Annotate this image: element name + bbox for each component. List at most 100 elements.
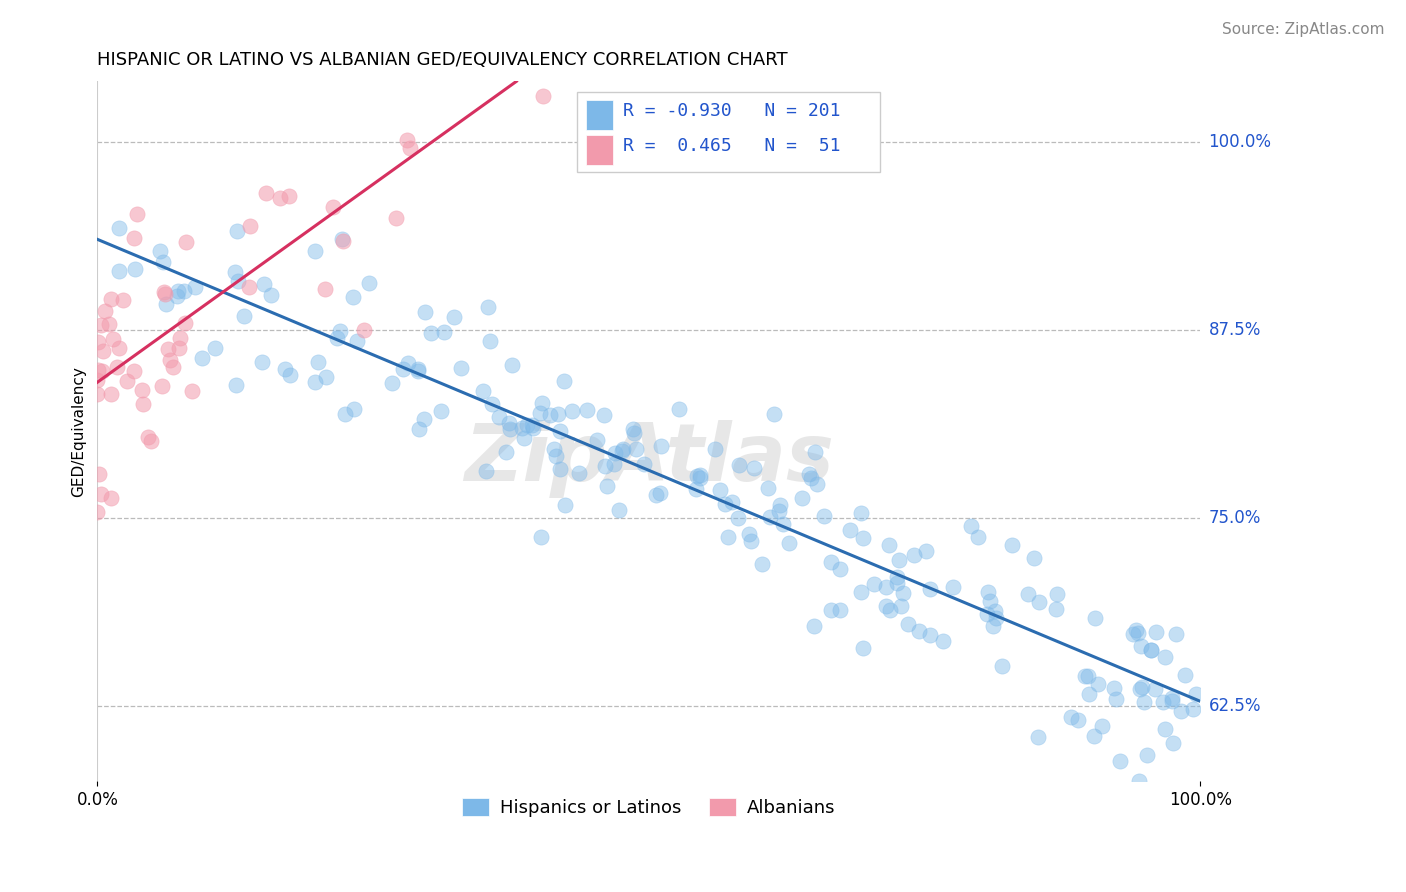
- Point: [769, 498, 792, 512]
- Point: [1083, 611, 1105, 625]
- Point: [274, 362, 297, 376]
- Point: [225, 377, 247, 392]
- Point: [976, 607, 998, 622]
- Point: [115, 374, 138, 388]
- Point: [157, 342, 180, 356]
- Point: [488, 410, 510, 425]
- Point: [1161, 691, 1184, 706]
- Point: [86, 372, 108, 386]
- Point: [1060, 710, 1083, 724]
- Point: [1067, 713, 1090, 727]
- Point: [1153, 722, 1175, 736]
- Point: [1026, 731, 1049, 745]
- Text: ZipAtlas: ZipAtlas: [464, 420, 834, 498]
- Point: [174, 316, 197, 330]
- Point: [728, 458, 751, 472]
- Point: [332, 234, 354, 248]
- Point: [141, 434, 163, 448]
- Point: [918, 627, 941, 641]
- Point: [124, 262, 146, 277]
- Point: [406, 361, 429, 376]
- Point: [1154, 649, 1177, 664]
- Point: [1132, 695, 1154, 709]
- Point: [87, 362, 110, 376]
- Point: [758, 510, 780, 524]
- Point: [887, 552, 910, 566]
- Point: [477, 301, 499, 315]
- Text: 100.0%: 100.0%: [1209, 133, 1271, 151]
- Point: [499, 422, 522, 436]
- Text: 75.0%: 75.0%: [1209, 508, 1261, 526]
- Point: [553, 374, 575, 388]
- Text: Source: ZipAtlas.com: Source: ZipAtlas.com: [1222, 22, 1385, 37]
- Point: [131, 383, 153, 397]
- Point: [714, 497, 737, 511]
- Point: [149, 244, 172, 259]
- Point: [548, 462, 571, 476]
- Point: [495, 444, 517, 458]
- Point: [593, 458, 616, 473]
- Point: [90, 318, 112, 332]
- Point: [1078, 687, 1101, 701]
- Point: [685, 483, 707, 497]
- Point: [932, 634, 955, 648]
- Point: [399, 141, 422, 155]
- Point: [803, 618, 825, 632]
- Point: [1129, 640, 1152, 654]
- Point: [820, 603, 842, 617]
- Point: [1017, 587, 1039, 601]
- Point: [762, 407, 785, 421]
- Point: [804, 445, 827, 459]
- Point: [112, 293, 135, 307]
- Point: [1135, 747, 1157, 762]
- Point: [1128, 774, 1150, 789]
- Point: [531, 89, 554, 103]
- Point: [481, 397, 503, 411]
- Point: [159, 353, 181, 368]
- Point: [395, 133, 418, 147]
- Point: [204, 341, 226, 355]
- Point: [875, 580, 897, 594]
- Point: [125, 207, 148, 221]
- Point: [852, 531, 875, 545]
- Point: [645, 488, 668, 502]
- Point: [1074, 669, 1097, 683]
- Point: [742, 461, 765, 475]
- Point: [169, 330, 191, 344]
- Point: [90, 486, 112, 500]
- Point: [806, 477, 828, 491]
- Point: [648, 485, 671, 500]
- Point: [529, 530, 551, 544]
- Point: [101, 332, 124, 346]
- Point: [498, 416, 520, 430]
- Point: [1163, 736, 1185, 750]
- Point: [538, 408, 561, 422]
- Point: [576, 402, 599, 417]
- Point: [603, 446, 626, 460]
- Point: [879, 602, 901, 616]
- Point: [547, 407, 569, 421]
- Text: R = -0.930   N = 201: R = -0.930 N = 201: [623, 103, 841, 120]
- Point: [685, 469, 707, 483]
- Text: R =  0.465   N =  51: R = 0.465 N = 51: [623, 137, 841, 155]
- Point: [612, 442, 634, 456]
- Point: [98, 317, 121, 331]
- Point: [342, 290, 364, 304]
- Point: [1181, 702, 1204, 716]
- Point: [413, 305, 436, 319]
- Point: [772, 516, 794, 531]
- Text: 62.5%: 62.5%: [1209, 697, 1261, 714]
- Point: [122, 364, 145, 378]
- Point: [1122, 626, 1144, 640]
- Point: [408, 422, 430, 436]
- Point: [1144, 681, 1167, 696]
- Point: [1185, 687, 1208, 701]
- Point: [472, 384, 495, 398]
- Point: [960, 519, 983, 533]
- Point: [260, 288, 283, 302]
- Point: [224, 265, 246, 279]
- Point: [87, 467, 110, 481]
- Point: [727, 511, 749, 525]
- Point: [153, 286, 176, 301]
- Point: [150, 379, 173, 393]
